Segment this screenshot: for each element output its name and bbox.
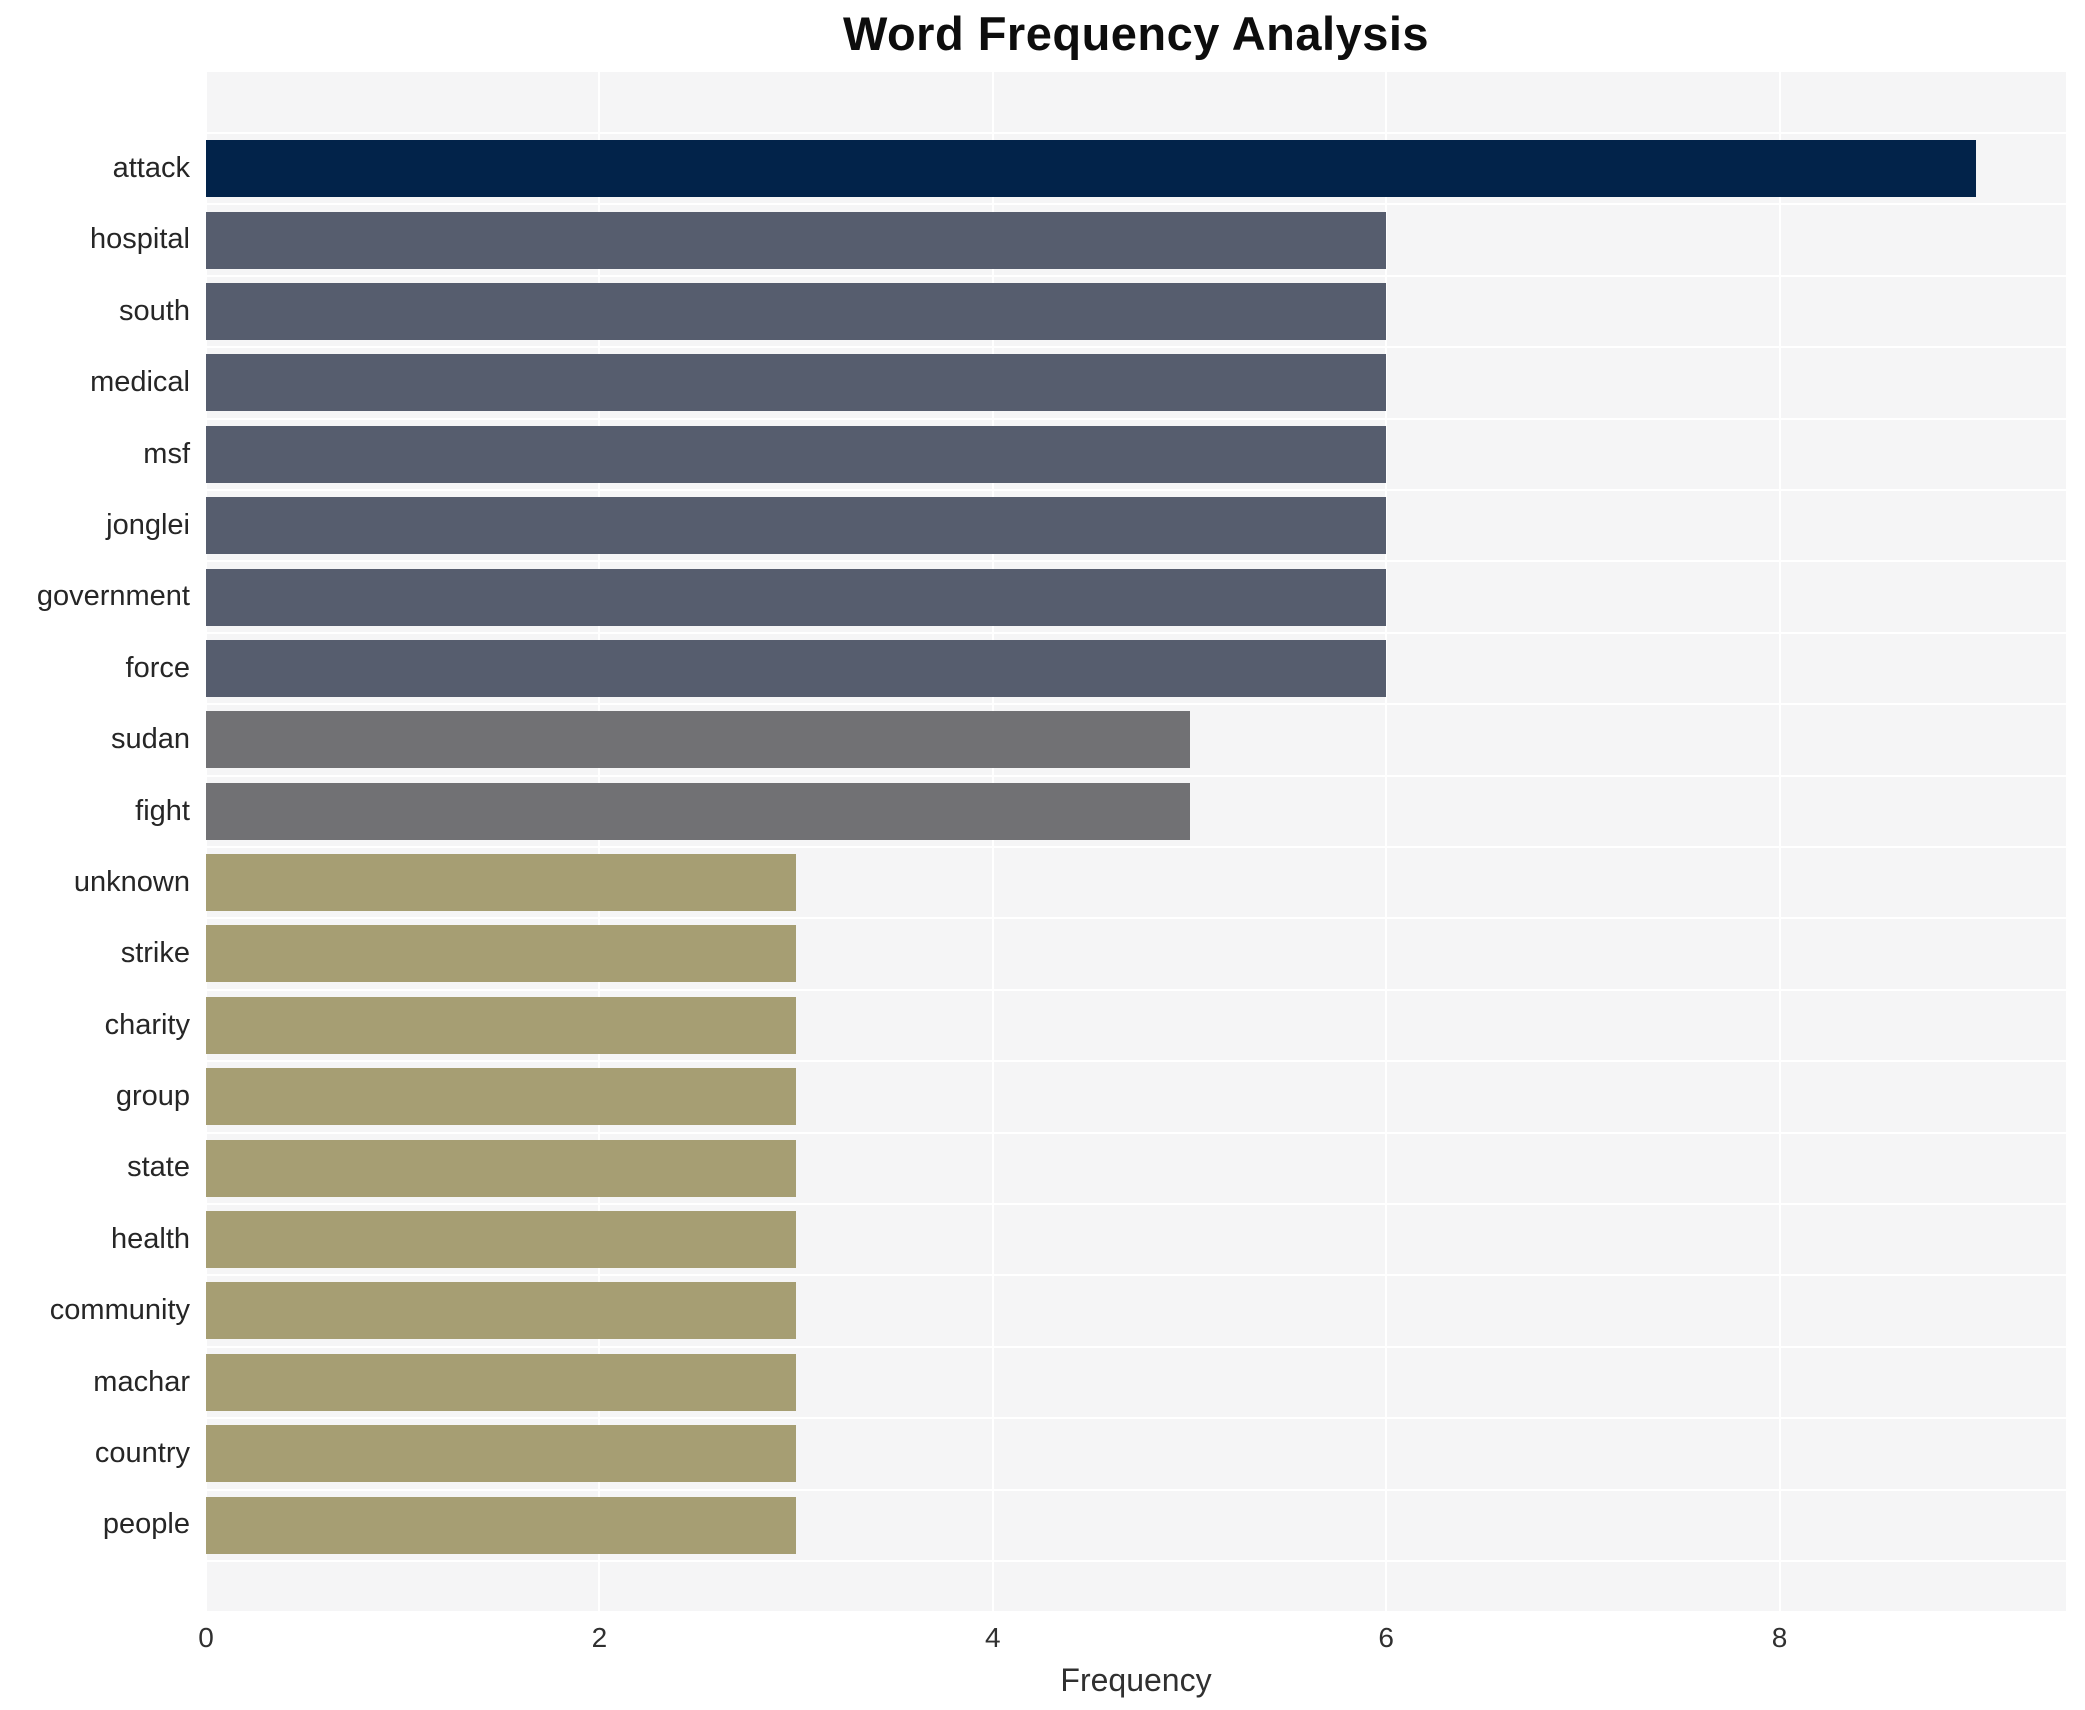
horizontal-gridline	[206, 274, 2066, 277]
frequency-bar	[206, 1425, 797, 1483]
bar-row: state	[127, 1132, 2066, 1203]
bar-row: country	[95, 1418, 2066, 1489]
vertical-gridline	[1385, 72, 1388, 1611]
y-axis-category-label: force	[125, 651, 190, 684]
y-axis-category-label: group	[115, 1080, 190, 1113]
frequency-bar	[206, 854, 797, 912]
bar-row: sudan	[111, 704, 2066, 775]
horizontal-gridline	[206, 489, 2066, 491]
y-axis-category-label: medical	[90, 366, 190, 399]
grid-layer	[205, 72, 2066, 1611]
y-axis-category-label: jonglei	[106, 508, 190, 541]
bar-row: msf	[143, 419, 2066, 490]
y-axis-category-label: hospital	[90, 223, 190, 256]
horizontal-gridline	[206, 346, 2066, 349]
frequency-bar	[206, 1353, 797, 1411]
frequency-bar	[206, 711, 1190, 769]
bar-row: unknown	[74, 847, 2066, 918]
x-axis: 0 2 4 6 8	[198, 1622, 2066, 1662]
bar-row: south	[119, 276, 2066, 347]
vertical-gridline	[1778, 72, 1781, 1611]
bar-row: group	[116, 1061, 2066, 1132]
frequency-bar	[206, 1068, 797, 1126]
y-axis-category-label: sudan	[110, 723, 190, 756]
frequency-bar	[206, 639, 1387, 697]
frequency-bar	[206, 1282, 797, 1340]
bar-row: attack	[113, 133, 2066, 204]
y-axis-category-label: msf	[143, 437, 190, 470]
frequency-bar	[206, 996, 797, 1054]
horizontal-gridline	[206, 917, 2066, 920]
horizontal-gridline	[206, 1417, 2066, 1420]
x-tick-label: 4	[985, 1622, 1001, 1653]
y-axis-category-label: strike	[120, 937, 190, 970]
frequency-bar	[206, 425, 1387, 483]
horizontal-gridline	[206, 132, 2066, 134]
horizontal-gridline	[206, 417, 2066, 420]
bar-row: medical	[90, 347, 2066, 418]
horizontal-gridline	[206, 631, 2066, 634]
bar-row: strike	[121, 918, 2066, 989]
horizontal-gridline	[206, 1345, 2066, 1348]
vertical-gridline	[598, 72, 601, 1611]
y-axis-category-label: south	[119, 294, 190, 327]
horizontal-gridline	[206, 1560, 2066, 1562]
y-axis-category-label: community	[49, 1294, 190, 1327]
chart-title: Word Frequency Analysis	[842, 7, 1430, 60]
frequency-bar	[206, 497, 1387, 555]
y-axis-category-label: country	[94, 1437, 190, 1470]
frequency-bar	[206, 211, 1387, 269]
horizontal-gridline	[206, 988, 2066, 991]
frequency-bar	[206, 782, 1190, 840]
x-tick-label: 8	[1771, 1622, 1788, 1653]
bar-row: people	[103, 1489, 2066, 1560]
x-tick-label: 2	[591, 1622, 608, 1653]
horizontal-gridline	[206, 1274, 2066, 1277]
bar-row: fight	[135, 776, 2066, 847]
bar-row: government	[37, 561, 2066, 632]
frequency-bar	[206, 568, 1387, 626]
y-axis-category-label: health	[110, 1222, 190, 1255]
y-axis-category-label: machar	[93, 1365, 190, 1398]
frequency-bar	[206, 1139, 797, 1197]
bar-row: health	[111, 1204, 2066, 1275]
bar-row: force	[126, 633, 2066, 704]
bar-row: hospital	[90, 204, 2066, 275]
horizontal-gridline	[206, 1203, 2066, 1205]
y-axis-category-label: people	[102, 1508, 190, 1541]
x-tick-label: 0	[198, 1622, 214, 1653]
y-axis-category-label: government	[36, 580, 190, 613]
x-axis-title: Frequency	[1060, 1662, 1212, 1698]
plot-area: attack hospital south medical msf jonglei gove…	[37, 72, 2066, 1611]
vertical-gridline	[205, 72, 207, 1611]
x-tick-label: 6	[1378, 1622, 1394, 1653]
bar-row: machar	[93, 1347, 2066, 1418]
y-axis-category-label: fight	[135, 794, 190, 827]
horizontal-gridline	[206, 703, 2066, 706]
horizontal-gridline	[206, 846, 2066, 848]
y-axis-category-label: charity	[104, 1008, 190, 1041]
horizontal-gridline	[206, 203, 2066, 206]
vertical-gridline	[991, 72, 994, 1611]
bar-row: community	[50, 1275, 2066, 1346]
frequency-bar	[206, 354, 1387, 412]
y-axis-category-label: attack	[112, 152, 190, 184]
frequency-bar	[206, 925, 797, 983]
horizontal-gridline	[206, 774, 2066, 777]
frequency-bar	[206, 140, 1977, 198]
horizontal-gridline	[206, 560, 2066, 563]
bar-row: charity	[105, 990, 2066, 1061]
bar-row: jonglei	[106, 490, 2066, 561]
frequency-bar	[206, 1211, 797, 1269]
horizontal-gridline	[206, 1488, 2066, 1491]
y-axis-category-label: unknown	[73, 865, 190, 898]
horizontal-gridline	[206, 1131, 2066, 1134]
bar-rows: attack hospital south medical msf jonglei gove…	[37, 133, 2066, 1561]
y-axis-category-label: state	[127, 1151, 190, 1184]
frequency-bar	[206, 282, 1387, 340]
horizontal-gridline	[206, 1060, 2066, 1063]
frequency-bar	[206, 1496, 797, 1554]
